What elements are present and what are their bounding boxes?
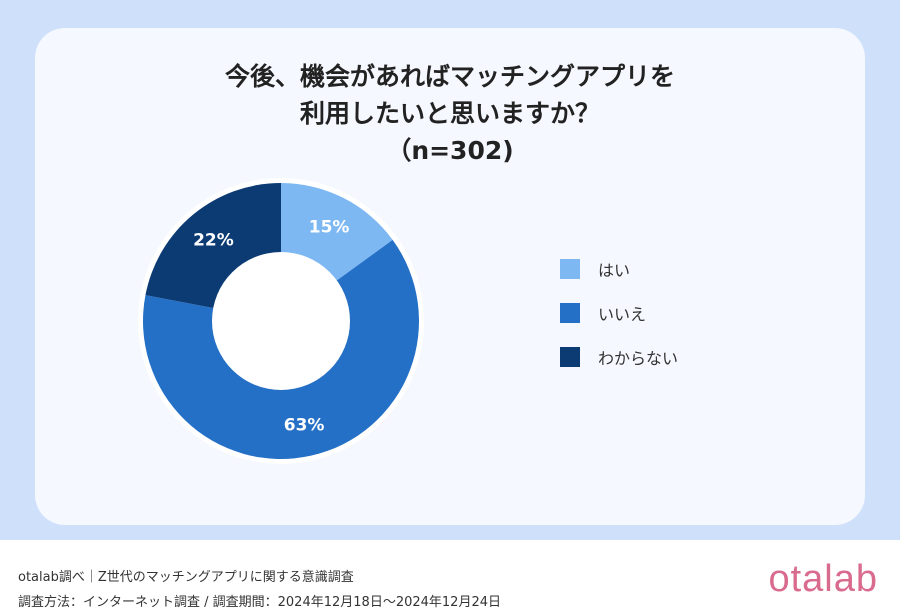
data-label: 22% [193, 230, 234, 250]
method-text: 調査方法：インターネット調査 / 調査期間：2024年12月18日〜2024年1… [18, 595, 501, 610]
title-line-3: （n=302) [386, 136, 514, 165]
legend-swatch [560, 347, 580, 367]
donut-hole [212, 252, 350, 390]
legend-item-no: いいえ [560, 302, 678, 324]
title-line-1: 今後、機会があればマッチングアプリを [224, 62, 675, 91]
legend-label: はい [598, 261, 631, 280]
legend: はい いいえ わからない [560, 258, 678, 390]
legend-item-yes: はい [560, 258, 678, 280]
legend-swatch [560, 303, 580, 323]
data-label: 63% [284, 415, 325, 435]
legend-swatch [560, 259, 580, 279]
footer: otalab調べ｜Z世代のマッチングアプリに関する意識調査 調査方法：インターネ… [0, 540, 900, 615]
legend-label: いいえ [598, 305, 647, 324]
legend-item-unknown: わからない [560, 346, 678, 368]
donut-chart: 15% 63% 22% [143, 183, 420, 460]
legend-label: わからない [598, 349, 679, 368]
data-label: 15% [309, 218, 350, 238]
source-text: otalab調べ｜Z世代のマッチングアプリに関する意識調査 [18, 570, 354, 585]
chart-title: 今後、機会があればマッチングアプリを 利用したいと思いますか？ （n=302) [0, 58, 900, 169]
title-line-2: 利用したいと思いますか？ [299, 99, 600, 128]
otalab-logo: otalab [768, 558, 878, 600]
